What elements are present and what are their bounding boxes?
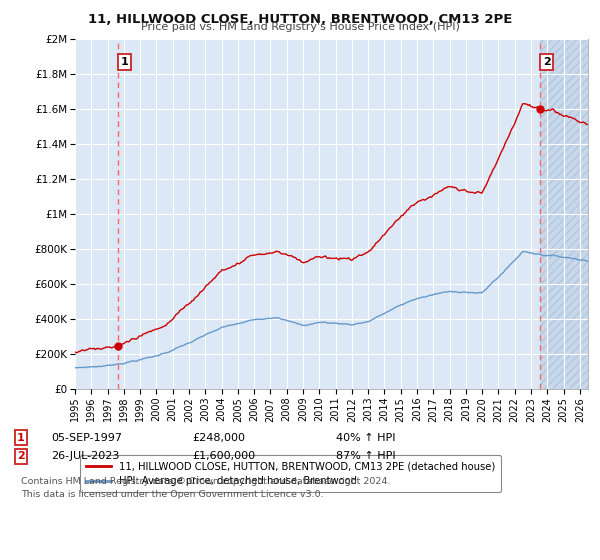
Text: 87% ↑ HPI: 87% ↑ HPI: [336, 451, 395, 461]
Text: Contains HM Land Registry data © Crown copyright and database right 2024.
This d: Contains HM Land Registry data © Crown c…: [21, 477, 391, 498]
Text: 1: 1: [17, 433, 25, 443]
Text: £248,000: £248,000: [192, 433, 245, 443]
Legend: 11, HILLWOOD CLOSE, HUTTON, BRENTWOOD, CM13 2PE (detached house), HPI: Average p: 11, HILLWOOD CLOSE, HUTTON, BRENTWOOD, C…: [80, 455, 501, 492]
Text: 26-JUL-2023: 26-JUL-2023: [51, 451, 119, 461]
Text: 40% ↑ HPI: 40% ↑ HPI: [336, 433, 395, 443]
Text: 11, HILLWOOD CLOSE, HUTTON, BRENTWOOD, CM13 2PE: 11, HILLWOOD CLOSE, HUTTON, BRENTWOOD, C…: [88, 13, 512, 26]
Text: 2: 2: [543, 57, 550, 67]
Text: Price paid vs. HM Land Registry's House Price Index (HPI): Price paid vs. HM Land Registry's House …: [140, 22, 460, 32]
Text: 2: 2: [17, 451, 25, 461]
Text: 1: 1: [121, 57, 128, 67]
Text: 05-SEP-1997: 05-SEP-1997: [51, 433, 122, 443]
Text: £1,600,000: £1,600,000: [192, 451, 255, 461]
Bar: [540, 39, 588, 389]
